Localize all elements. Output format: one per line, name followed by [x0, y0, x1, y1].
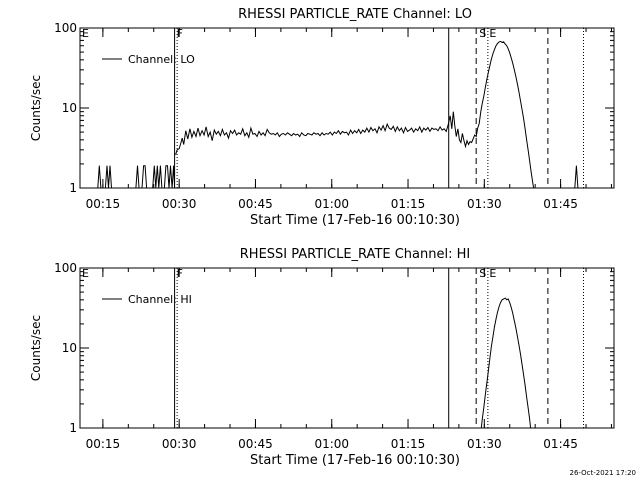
x-tick-label: 01:15	[391, 437, 426, 451]
series-line	[135, 165, 140, 189]
event-marker-label: E	[489, 27, 496, 40]
series-line	[152, 165, 163, 189]
footer-timestamp: 26-Oct-2021 17:20	[570, 469, 636, 477]
x-axis-label: Start Time (17-Feb-16 00:10:30)	[250, 213, 460, 228]
event-marker-label: F	[177, 267, 183, 280]
series-line	[574, 165, 579, 189]
y-tick-label: 10	[62, 101, 77, 115]
x-tick-label: 00:15	[86, 437, 121, 451]
x-tick-label: 01:30	[467, 437, 502, 451]
x-tick-label: 01:15	[391, 197, 426, 211]
y-tick-label: 100	[54, 21, 77, 35]
chart-title: RHESSI PARTICLE_RATE Channel: HI	[240, 247, 470, 262]
x-tick-label: 00:45	[238, 437, 273, 451]
x-tick-label: 00:15	[86, 197, 121, 211]
x-tick-label: 00:30	[162, 437, 197, 451]
series-line	[97, 165, 102, 189]
x-tick-label: 01:45	[543, 437, 578, 451]
plot-frame	[79, 267, 615, 429]
series-line	[104, 165, 112, 189]
y-tick-label: 100	[54, 261, 77, 275]
x-axis-label: Start Time (17-Feb-16 00:10:30)	[250, 453, 460, 468]
x-tick-label: 01:00	[314, 197, 349, 211]
legend-label: Channel: HI	[128, 293, 192, 306]
series-line	[480, 297, 532, 429]
event-marker-label: S	[479, 27, 486, 40]
series-line	[175, 40, 535, 189]
x-tick-label: 01:45	[543, 197, 578, 211]
event-marker-label: F	[177, 27, 183, 40]
y-axis-label: Counts/sec	[29, 75, 43, 141]
event-marker-label: E	[489, 267, 496, 280]
hi-channel-chart: RHESSI PARTICLE_RATE Channel: HI 1 10 100 00…	[29, 247, 615, 468]
lo-channel-chart: RHESSI PARTICLE_RATE Channel: LO 1 10 100 00…	[29, 7, 615, 228]
legend-label: Channel: LO	[128, 53, 195, 66]
chart-title: RHESSI PARTICLE_RATE Channel: LO	[238, 7, 472, 22]
x-tick-label: 01:00	[314, 437, 349, 451]
x-tick-label: 00:45	[238, 197, 273, 211]
x-tick-label: 00:30	[162, 197, 197, 211]
event-marker-label: S	[479, 267, 486, 280]
y-tick-label: 10	[62, 341, 77, 355]
y-tick-label: 1	[69, 181, 77, 195]
series-line	[163, 165, 176, 189]
x-tick-label: 01:30	[467, 197, 502, 211]
event-marker-label: E	[82, 27, 89, 40]
y-tick-label: 1	[69, 421, 77, 435]
event-marker-label: E	[82, 267, 89, 280]
series-line	[141, 165, 148, 189]
plot-frame	[79, 27, 615, 189]
y-axis-label: Counts/sec	[29, 315, 43, 381]
